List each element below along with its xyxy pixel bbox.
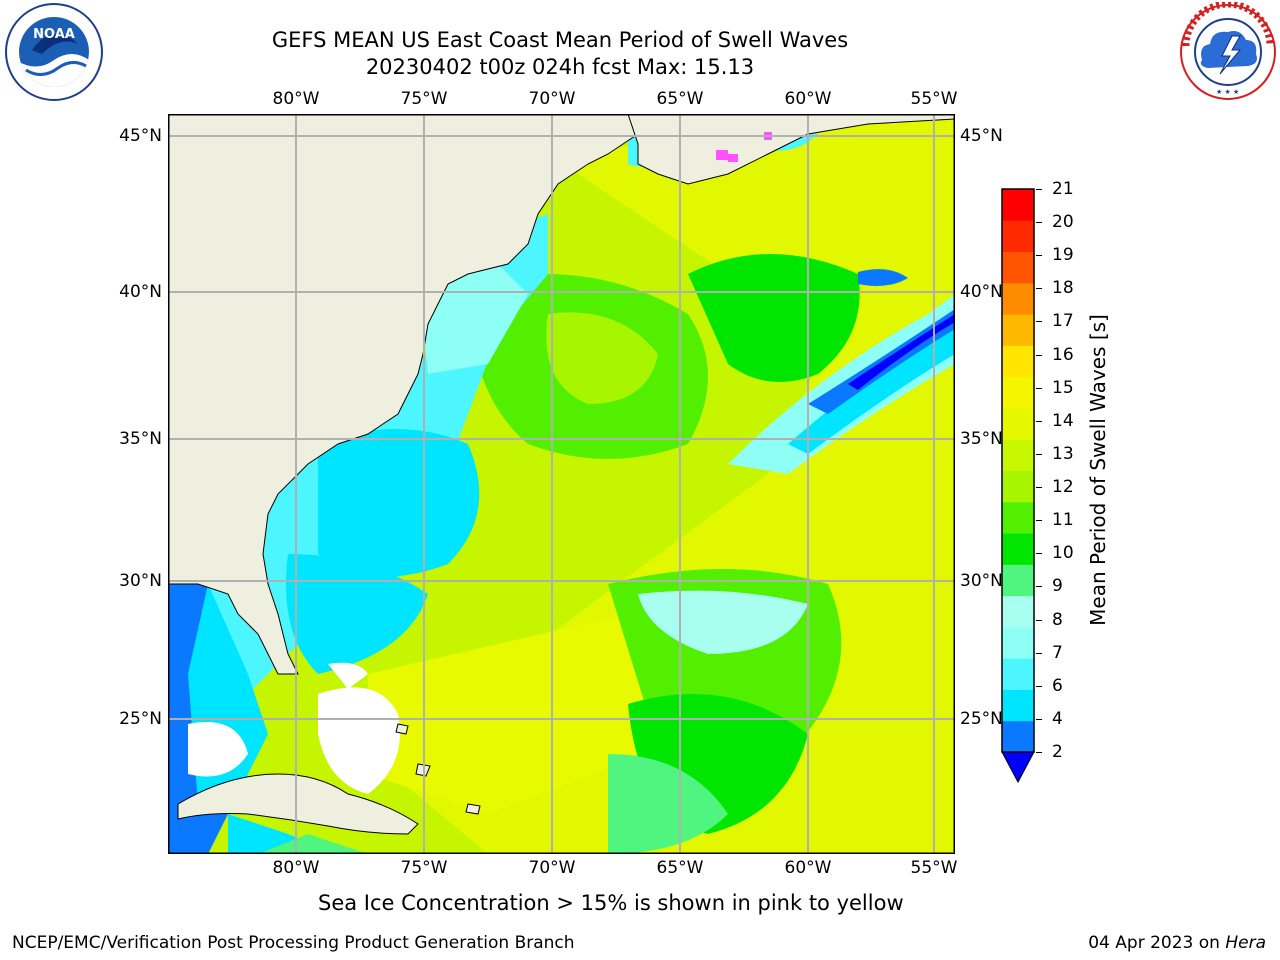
colorbar-tick-label: 15 — [1052, 377, 1074, 398]
map-frame — [168, 114, 955, 854]
colorbar-segment — [1002, 689, 1034, 722]
colorbar-tick-label: 17 — [1052, 311, 1074, 332]
colorbar-tick-mark — [1036, 255, 1042, 257]
colorbar-segment — [1002, 251, 1034, 284]
colorbar-tick-mark — [1036, 652, 1042, 654]
lat-tick-left: 35°N — [119, 429, 162, 449]
footer-date: 04 Apr 2023 on Hera — [1088, 933, 1266, 953]
colorbar-segment — [1002, 282, 1034, 315]
nws-logo-icon: ★ ★ ★ — [1180, 2, 1276, 100]
colorbar-segment — [1002, 407, 1034, 440]
colorbar-tick-label: 20 — [1052, 212, 1074, 233]
lat-tick-right: 45°N — [960, 126, 1003, 146]
footer-date-text: 04 Apr 2023 on — [1088, 933, 1226, 953]
colorbar-tick-mark — [1036, 553, 1042, 555]
sea-ice-note: Sea Ice Concentration > 15% is shown in … — [318, 891, 904, 915]
colorbar-segment — [1002, 189, 1034, 221]
colorbar-tick-mark — [1036, 387, 1042, 389]
colorbar-tick-mark — [1036, 586, 1042, 588]
colorbar-segment — [1002, 658, 1034, 690]
lon-tick-top: 80°W — [272, 89, 320, 109]
colorbar-tick-label: 21 — [1052, 179, 1074, 199]
colorbar-tick-mark — [1036, 718, 1042, 720]
colorbar-tick-mark — [1036, 354, 1042, 356]
colorbar — [1001, 188, 1035, 784]
colorbar-tick-label: 4 — [1052, 708, 1063, 729]
colorbar-tick-mark — [1036, 189, 1042, 190]
lat-tick-left: 25°N — [119, 709, 162, 729]
colorbar-segment — [1002, 720, 1034, 753]
swell-period-map — [168, 114, 955, 854]
graticule-grid — [168, 114, 955, 854]
colorbar-tick-mark — [1036, 453, 1042, 455]
colorbar-segment — [1002, 533, 1034, 565]
lat-tick-right: 35°N — [960, 429, 1003, 449]
lon-tick-bottom: 75°W — [400, 858, 448, 878]
noaa-logo-icon: NOAA — [5, 3, 103, 101]
land-north-america — [168, 114, 669, 675]
colorbar-tick-mark — [1036, 520, 1042, 522]
colorbar-segment — [1002, 345, 1034, 378]
colorbar-segment — [1002, 439, 1034, 471]
colorbar-tick-mark — [1036, 619, 1042, 621]
lat-tick-right: 25°N — [960, 709, 1003, 729]
lon-tick-bottom: 80°W — [272, 858, 320, 878]
svg-text:★ ★ ★: ★ ★ ★ — [1216, 88, 1239, 96]
colorbar-tick-mark — [1036, 752, 1042, 753]
colorbar-tick-mark — [1036, 288, 1042, 290]
colorbar-tick-mark — [1036, 222, 1042, 224]
colorbar-tick-label: 14 — [1052, 410, 1074, 431]
colorbar-tick-label: 16 — [1052, 344, 1074, 365]
colorbar-segment — [1002, 626, 1034, 659]
lon-tick-bottom: 55°W — [910, 858, 958, 878]
colorbar-tick-label: 6 — [1052, 675, 1063, 696]
lon-tick-bottom: 65°W — [656, 858, 704, 878]
lon-tick-top: 70°W — [528, 89, 576, 109]
lat-tick-left: 40°N — [119, 282, 162, 302]
colorbar-tick-label: 12 — [1052, 477, 1074, 498]
colorbar-under-arrow — [1001, 751, 1035, 784]
colorbar-tick-mark — [1036, 420, 1042, 422]
plot-subtitle: 20230402 t00z 024h fcst Max: 15.13 — [365, 55, 755, 79]
colorbar-tick-label: 19 — [1052, 245, 1074, 266]
colorbar-tick-label: 18 — [1052, 278, 1074, 299]
colorbar-segment — [1002, 220, 1034, 253]
colorbar-tick-label: 9 — [1052, 576, 1063, 597]
colorbar-segment — [1002, 501, 1034, 534]
lat-tick-left: 45°N — [119, 126, 162, 146]
colorbar-segment — [1002, 564, 1034, 597]
lat-tick-right: 40°N — [960, 282, 1003, 302]
colorbar-label: Mean Period of Swell Waves [s] — [1086, 314, 1110, 626]
lon-tick-top: 75°W — [400, 89, 448, 109]
plot-title: GEFS MEAN US East Coast Mean Period of S… — [271, 28, 849, 52]
lat-tick-left: 30°N — [119, 571, 162, 591]
footer-credit: NCEP/EMC/Verification Post Processing Pr… — [12, 933, 575, 953]
no-data-area — [188, 722, 248, 777]
colorbar-tick-label: 7 — [1052, 642, 1063, 663]
svg-text:NOAA: NOAA — [33, 27, 75, 42]
sea-ice-marker — [716, 150, 728, 160]
colorbar-frame — [1001, 188, 1035, 753]
lon-tick-top: 60°W — [784, 89, 832, 109]
colorbar-tick-mark — [1036, 487, 1042, 489]
colorbar-tick-label: 2 — [1052, 742, 1063, 762]
land-cuba — [177, 773, 419, 835]
lon-tick-bottom: 60°W — [784, 858, 832, 878]
land-maritimes — [627, 114, 955, 185]
colorbar-tick-label: 10 — [1052, 543, 1074, 564]
footer-host: Hera — [1225, 933, 1266, 953]
colorbar-tick-mark — [1036, 685, 1042, 687]
lat-tick-right: 30°N — [960, 571, 1003, 591]
lon-tick-top: 55°W — [910, 89, 958, 109]
colorbar-tick-label: 13 — [1052, 443, 1074, 464]
colorbar-segment — [1002, 470, 1034, 503]
colorbar-segment — [1002, 314, 1034, 346]
colorbar-segment — [1002, 595, 1034, 628]
lon-tick-bottom: 70°W — [528, 858, 576, 878]
colorbar-tick-label: 11 — [1052, 510, 1074, 531]
colorbar-tick-mark — [1036, 321, 1042, 323]
lon-tick-top: 65°W — [656, 89, 704, 109]
colorbar-segment — [1002, 376, 1034, 409]
colorbar-tick-label: 8 — [1052, 609, 1063, 630]
